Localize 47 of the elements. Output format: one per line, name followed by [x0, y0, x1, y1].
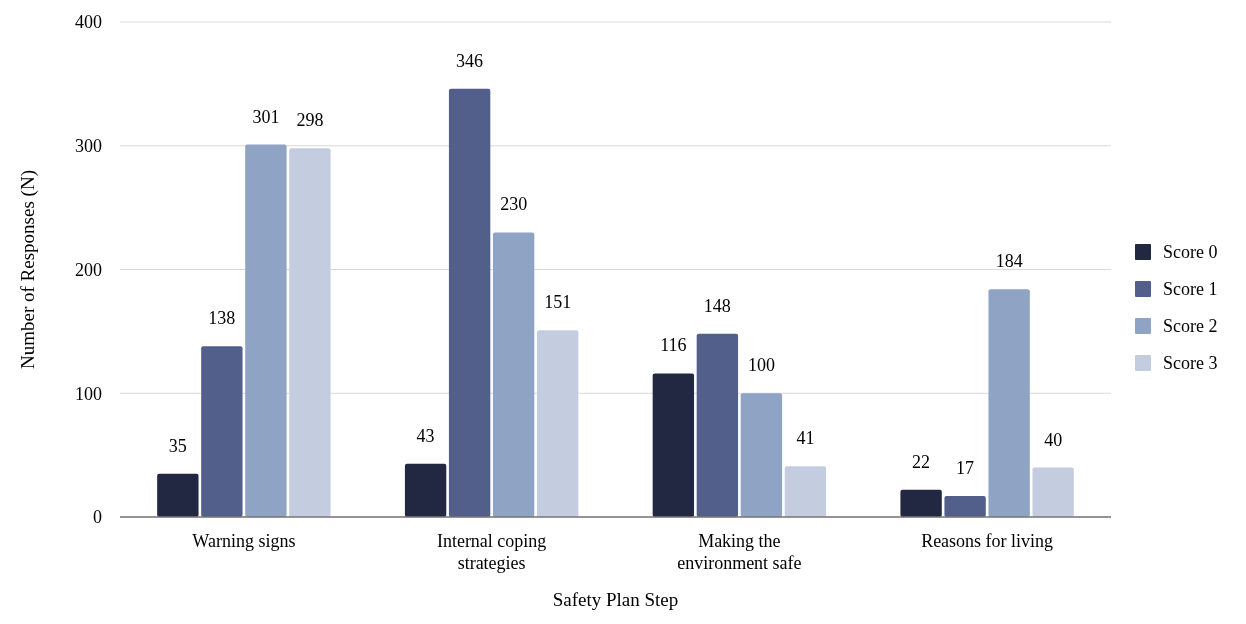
data-label: 346	[456, 50, 484, 71]
bar	[652, 373, 695, 517]
bar	[536, 330, 579, 517]
y-axis-title: Number of Responses (N)	[17, 170, 39, 369]
legend-label: Score 0	[1163, 242, 1218, 263]
bar	[900, 489, 942, 517]
legend-label: Score 3	[1163, 353, 1218, 374]
bar	[784, 466, 827, 517]
data-label: 43	[416, 425, 435, 446]
x-tick-label: Making the environment safe	[677, 531, 802, 573]
x-axis-title: Safety Plan Step	[552, 589, 679, 610]
data-label: 100	[747, 355, 775, 376]
data-label: 301	[252, 106, 280, 127]
bar	[492, 232, 535, 517]
bar	[404, 463, 447, 517]
x-tick-label: Warning signs	[192, 531, 296, 551]
data-label: 17	[956, 457, 975, 478]
legend-label: Score 1	[1163, 279, 1218, 300]
data-label: 148	[703, 295, 731, 316]
x-tick-label: Reasons for living	[921, 531, 1054, 551]
bar	[289, 148, 331, 517]
bar	[245, 144, 287, 517]
y-tick-label: 200	[75, 259, 102, 280]
bar	[448, 88, 491, 517]
data-label: 116	[660, 335, 687, 356]
y-tick-label: 0	[93, 507, 102, 528]
bar	[696, 333, 739, 517]
data-label: 298	[296, 110, 324, 131]
bar	[1032, 467, 1074, 517]
y-tick-label: 400	[75, 12, 102, 33]
data-label: 41	[796, 428, 815, 449]
data-label: 40	[1044, 429, 1063, 450]
bar	[157, 473, 199, 517]
data-label: 22	[912, 451, 931, 472]
data-label: 35	[168, 435, 187, 456]
legend-label: Score 2	[1163, 316, 1218, 337]
data-label: 184	[995, 251, 1023, 272]
data-label: 230	[500, 194, 528, 215]
bar	[988, 289, 1030, 517]
data-label: 151	[544, 292, 572, 313]
y-tick-label: 300	[75, 136, 102, 157]
bar	[740, 393, 783, 517]
x-tick-label: Internal coping strategies	[436, 531, 547, 573]
data-label: 138	[208, 308, 236, 329]
y-tick-label: 100	[75, 383, 102, 404]
bar	[944, 495, 986, 517]
bar	[201, 346, 243, 517]
